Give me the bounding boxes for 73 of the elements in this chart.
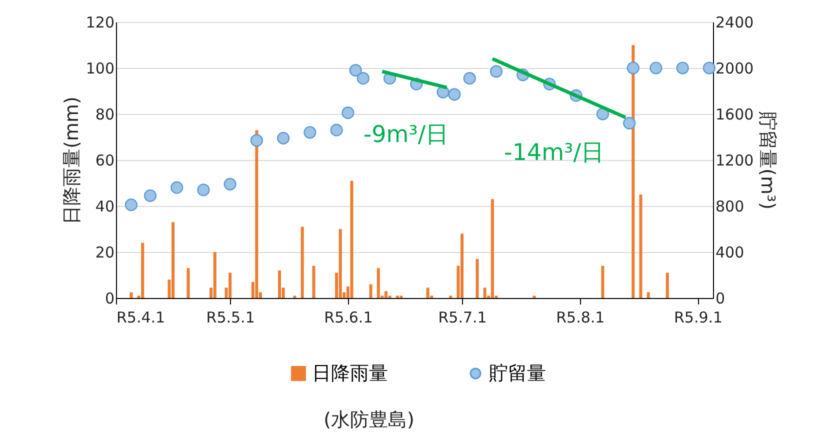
- legend-label: 貯留量: [489, 362, 546, 384]
- point: [170, 181, 184, 194]
- bar: [278, 270, 282, 298]
- bar: [186, 268, 190, 298]
- bar: [312, 266, 316, 298]
- y2-tick-label: 1200: [716, 152, 754, 170]
- point: [623, 116, 636, 130]
- y2-tick-label: 2000: [716, 60, 754, 78]
- x-tick-label: R5.5.1: [206, 308, 255, 326]
- y-tick-label: 80: [95, 106, 114, 124]
- point: [650, 62, 662, 74]
- point: [702, 62, 716, 74]
- point: [356, 72, 370, 85]
- bar: [601, 266, 604, 298]
- bar: [376, 268, 380, 298]
- bar: [228, 272, 232, 298]
- y-tick-label: 100: [86, 60, 114, 78]
- y2-tick-label: 0: [716, 290, 726, 308]
- text: (水防豊島): [324, 409, 414, 431]
- point: [224, 178, 236, 190]
- y2-tick-label: 800: [716, 198, 744, 216]
- x-tick-label: R5.8.1: [556, 308, 605, 326]
- bar: [426, 288, 430, 298]
- point: [144, 189, 157, 202]
- annotation: -14m³/日: [504, 140, 604, 166]
- y-tick-label: 120: [86, 14, 114, 32]
- bar: [141, 242, 144, 298]
- bar: [490, 199, 494, 298]
- annotation: -9m³/日: [363, 122, 449, 148]
- bar: [213, 252, 216, 298]
- bar: [255, 130, 258, 298]
- point: [304, 126, 316, 139]
- bar: [646, 292, 650, 298]
- bar: [130, 292, 133, 298]
- y-axis-title: 日降雨量(mm): [60, 96, 83, 224]
- bar: [639, 194, 642, 298]
- bar: [460, 234, 464, 298]
- x-tick-label: R5.9.1: [674, 308, 723, 326]
- bar: [384, 291, 388, 298]
- bar: [338, 229, 342, 298]
- x-tick-label: R5.6.1: [324, 308, 373, 326]
- point: [124, 198, 138, 212]
- bar: [369, 284, 372, 298]
- y2-tick-label: 1600: [716, 106, 754, 124]
- point: [349, 64, 362, 77]
- y-tick-label: 60: [95, 152, 114, 170]
- bar: [300, 226, 304, 298]
- point: [463, 72, 476, 85]
- point: [596, 108, 610, 120]
- point: [448, 88, 461, 101]
- bar: [483, 288, 486, 298]
- point: [626, 62, 640, 74]
- bar: [476, 258, 479, 298]
- y-tick-label: 0: [104, 290, 114, 308]
- point: [490, 65, 503, 78]
- point: [676, 62, 689, 74]
- y2-axis-title: 貯留量(m³): [756, 112, 779, 210]
- point: [342, 106, 354, 120]
- bar: [350, 180, 354, 298]
- point: [277, 132, 290, 144]
- x-tick-label: R5.7.1: [438, 308, 487, 326]
- bar: [632, 45, 635, 298]
- y-tick-label: 40: [95, 198, 114, 216]
- bar: [666, 272, 669, 298]
- point: [250, 134, 263, 147]
- point: [330, 124, 343, 136]
- x-tick-label: R5.4.1: [116, 308, 166, 326]
- bar: [172, 222, 175, 298]
- y2-tick-label: 2400: [716, 14, 754, 32]
- legend-label: 日降雨量: [312, 362, 388, 384]
- y-tick-label: 20: [95, 244, 114, 262]
- point: [197, 184, 210, 196]
- y2-tick-label: 400: [716, 244, 744, 262]
